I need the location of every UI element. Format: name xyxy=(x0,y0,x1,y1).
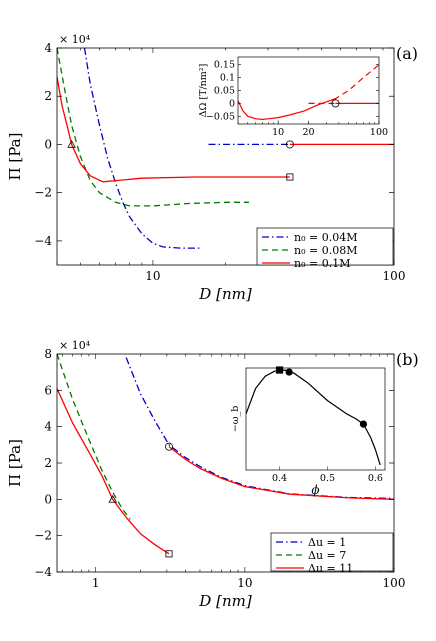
series-2-line xyxy=(168,446,394,500)
triangle-marker xyxy=(108,494,117,503)
inset-y-tick-label: −0.05 xyxy=(206,111,235,122)
panel-label: (a) xyxy=(396,44,418,63)
inset-background xyxy=(246,368,385,470)
inset-x-tick-label: 0.4 xyxy=(272,473,287,484)
inset-series-0-line xyxy=(246,369,381,466)
x-tick-label: 10 xyxy=(237,576,252,590)
legend-entry: n₀ = 0.04M xyxy=(294,231,357,244)
inset-y-axis-label: ΔΩ [T/nm²] xyxy=(198,64,209,118)
inset-x-axis-label: ϕ xyxy=(311,483,319,497)
y-tick-label: −2 xyxy=(34,529,52,543)
y-tick-label: 0 xyxy=(44,492,52,506)
legend-entry: Δu = 7 xyxy=(308,549,346,562)
inset-y-axis-label: −ω_b xyxy=(230,406,241,433)
inset-series-0-line xyxy=(238,98,336,121)
legend-entry: Δu = 11 xyxy=(308,562,353,575)
square-marker xyxy=(286,173,294,181)
y-tick-label: 2 xyxy=(44,456,52,470)
inset-panel: 0.4 0.5 0.6 ϕ −ω_b xyxy=(230,366,386,497)
series-2-line xyxy=(57,76,290,183)
filled-circle-marker xyxy=(285,368,293,376)
panel-label: (b) xyxy=(396,350,419,369)
legend-entry: n₀ = 0.1M xyxy=(294,257,350,270)
y-tick-label: −4 xyxy=(34,234,52,248)
y-tick-label: 4 xyxy=(44,41,52,55)
panel-b: −4 −2 0 2 4 6 8 1 10 100 × 10⁴ D [nm] Π [Pa] (b) Δu = … xyxy=(6,339,419,610)
series-group xyxy=(57,48,394,249)
inset-x-tick-label: 0.6 xyxy=(368,473,383,484)
inset-background xyxy=(238,57,379,124)
legend-box xyxy=(256,227,394,266)
y-exponent-label: × 10⁴ xyxy=(59,339,91,352)
series-0-line xyxy=(83,48,203,249)
legend-entry: Δu = 1 xyxy=(308,536,346,549)
triangle-marker xyxy=(67,140,76,148)
inset-x-tick-label: 10 xyxy=(272,127,284,138)
legend-box xyxy=(270,532,394,572)
x-axis-label: D [nm] xyxy=(198,285,252,303)
inset-y-tick-label: 0.05 xyxy=(214,86,235,97)
y-exponent-label: × 10⁴ xyxy=(59,33,91,46)
x-tick-label: 10 xyxy=(145,269,160,283)
square-marker xyxy=(165,550,173,558)
y-tick-label: 6 xyxy=(44,383,52,397)
y-tick-label: 2 xyxy=(44,89,52,103)
filled-circle-marker xyxy=(359,420,368,428)
y-axis-label: Π [Pa] xyxy=(6,133,24,181)
inset-frame xyxy=(245,367,386,471)
inset-x-tick-label: 0.5 xyxy=(320,473,335,484)
x-axis-label: D [nm] xyxy=(198,592,252,610)
inset-series-2-line xyxy=(308,64,379,105)
series-2-line xyxy=(57,388,170,555)
y-tick-label: −4 xyxy=(34,565,52,579)
series-1-line xyxy=(57,354,131,520)
inset-y-tick-label: 0.15 xyxy=(214,60,235,71)
series-group xyxy=(57,354,394,555)
x-tick-label: 1 xyxy=(92,576,100,590)
y-tick-label: 0 xyxy=(44,137,52,151)
inset-x-tick-label: 20 xyxy=(302,127,314,138)
circle-marker xyxy=(331,99,340,108)
inset-y-tick-label: 0.1 xyxy=(220,73,235,84)
inset-y-tick-label: 0 xyxy=(229,98,235,109)
legend-entry: n₀ = 0.08M xyxy=(294,244,357,257)
y-tick-label: −2 xyxy=(34,186,52,200)
y-axis-label: Π [Pa] xyxy=(6,439,24,487)
inset-x-tick-label: 100 xyxy=(370,127,388,138)
series-1-line xyxy=(57,48,249,207)
x-tick-label: 100 xyxy=(383,269,406,283)
x-tick-label: 100 xyxy=(383,576,406,590)
y-tick-label: 8 xyxy=(44,347,52,361)
circle-marker xyxy=(285,140,294,149)
inset-series-group xyxy=(246,369,381,466)
inset-panel: 0.15 0.1 0.050 −0.05 10 20 100 ΔΩ [T/nm²] xyxy=(198,56,388,138)
filled-square-marker xyxy=(275,366,284,374)
inset-series-group xyxy=(238,64,379,121)
circle-marker xyxy=(165,442,174,451)
y-tick-label: 4 xyxy=(44,420,52,434)
